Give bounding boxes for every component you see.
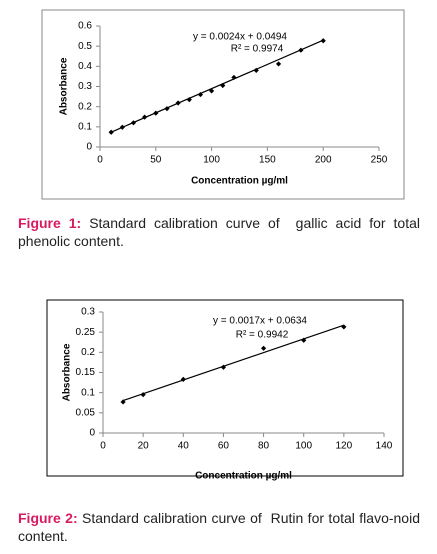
data-point [220, 364, 227, 370]
caption-label: Figure 2: [18, 510, 78, 526]
data-point [253, 67, 259, 73]
x-tick-label: 50 [150, 155, 162, 166]
r-squared: R² = 0.9974 [231, 44, 284, 55]
data-point [320, 38, 326, 44]
x-tick-label: 140 [376, 441, 393, 452]
x-tick-label: 60 [218, 441, 230, 452]
y-tick-label: 0.3 [81, 307, 95, 318]
y-tick-label: 0.5 [78, 41, 92, 52]
data-point [260, 345, 267, 351]
data-point [275, 61, 282, 67]
caption-text: Standard calibration curve of Rutin for … [18, 510, 424, 544]
y-tick-label: 0.2 [78, 101, 92, 112]
x-tick-label: 150 [259, 155, 276, 166]
data-point [153, 110, 159, 116]
data-point [175, 100, 181, 106]
y-axis-title: Absorbance [59, 57, 70, 115]
caption: Figure 1: Standard calibration curve of … [18, 214, 420, 250]
data-point [186, 97, 192, 103]
x-tick-label: 20 [138, 441, 150, 452]
chart-frame [41, 9, 405, 200]
y-tick-label: 0.05 [76, 407, 96, 418]
data-point [197, 91, 204, 98]
data-point [130, 120, 137, 126]
y-tick-label: 0 [86, 142, 92, 153]
caption-label: Figure 1: [18, 215, 82, 231]
data-point [119, 124, 125, 130]
y-tick-label: 0.6 [78, 21, 92, 32]
chart-frame [46, 299, 404, 477]
x-tick-label: 120 [336, 441, 353, 452]
y-tick-label: 0.4 [78, 61, 92, 72]
r-squared: R² = 0.9942 [236, 330, 289, 341]
x-axis-title: Concentration µg/ml [195, 471, 292, 482]
x-tick-label: 80 [258, 441, 270, 452]
x-tick-label: 200 [315, 155, 332, 166]
x-tick-label: 0 [100, 441, 106, 452]
caption: Figure 2: Standard calibration curve of … [18, 509, 420, 545]
y-tick-label: 0 [89, 428, 95, 439]
data-point [220, 82, 226, 89]
data-point [180, 376, 186, 382]
x-tick-label: 250 [371, 155, 388, 166]
x-tick-label: 100 [295, 441, 312, 452]
data-point [301, 337, 307, 343]
y-axis-title: Absorbance [62, 343, 73, 401]
data-point [164, 106, 170, 112]
data-point [142, 114, 148, 120]
data-point [209, 88, 215, 94]
data-point [120, 399, 126, 405]
x-tick-label: 100 [203, 155, 220, 166]
trendline [122, 324, 345, 402]
x-tick-label: 40 [178, 441, 190, 452]
trendline-equation: y = 0.0017x + 0.0634 [213, 316, 307, 327]
data-point [231, 74, 237, 81]
y-tick-label: 0.1 [81, 387, 95, 398]
y-tick-label: 0.15 [76, 367, 96, 378]
data-point [108, 129, 114, 135]
y-tick-label: 0.1 [78, 121, 92, 132]
caption-text: Standard calibration curve of gallic aci… [18, 215, 424, 249]
y-tick-label: 0.25 [76, 327, 96, 338]
data-point [140, 392, 146, 398]
x-tick-label: 0 [97, 155, 103, 166]
data-point [341, 324, 347, 330]
x-axis-title: Concentration µg/ml [191, 176, 288, 187]
y-tick-label: 0.3 [78, 81, 92, 92]
y-tick-label: 0.2 [81, 347, 95, 358]
trendline-equation: y = 0.0024x + 0.0494 [193, 32, 287, 43]
data-point [298, 47, 304, 53]
